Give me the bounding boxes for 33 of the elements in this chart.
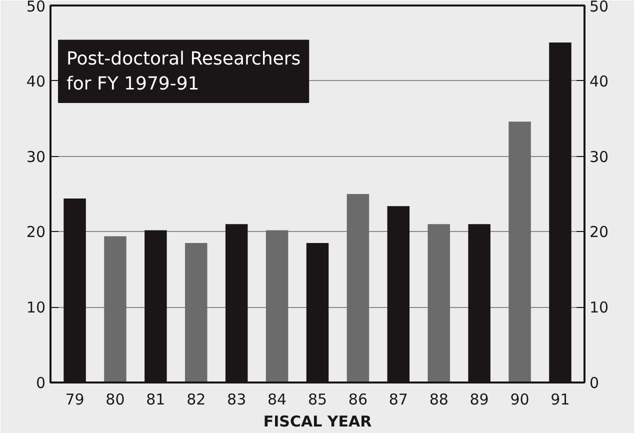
bar xyxy=(508,122,531,382)
x-tick-label: 89 xyxy=(470,390,489,408)
bar xyxy=(185,243,208,382)
x-tick-label: 91 xyxy=(550,390,570,408)
x-tick-label: 82 xyxy=(186,390,206,408)
y2-tick-label: 0 xyxy=(590,374,600,392)
y-tick-label: 40 xyxy=(26,72,46,90)
bar xyxy=(346,194,370,382)
x-tick-label: 83 xyxy=(227,390,246,408)
x-axis-title: FISCAL YEAR xyxy=(263,412,372,430)
y-tick-label: 10 xyxy=(26,298,46,317)
x-tick-label: 88 xyxy=(429,390,448,408)
y-tick-label: 0 xyxy=(36,374,46,392)
x-tick-label: 79 xyxy=(65,390,84,408)
y2-tick-label: 50 xyxy=(590,0,609,16)
y2-tick-label: 10 xyxy=(590,298,609,317)
x-tick-label: 81 xyxy=(146,390,166,408)
x-tick-label: 90 xyxy=(510,390,530,408)
bar xyxy=(428,224,450,382)
y2-tick-label: 30 xyxy=(590,148,609,166)
y-tick-label: 30 xyxy=(26,148,46,166)
bar xyxy=(266,230,288,382)
y2-tick-label: 40 xyxy=(590,72,609,90)
x-tick-label: 80 xyxy=(106,390,125,408)
x-tick-label: 86 xyxy=(348,390,368,408)
bar xyxy=(104,236,126,382)
x-tick-label: 85 xyxy=(308,390,328,408)
text: Post-doctoral Researchers for FY 1979-91 xyxy=(66,48,301,94)
y-tick-label: 50 xyxy=(26,0,46,16)
x-tick-label: 87 xyxy=(388,390,408,408)
y-tick-label: 20 xyxy=(26,223,46,242)
y2-tick-label: 20 xyxy=(590,223,609,242)
x-tick-label: 84 xyxy=(268,390,287,408)
